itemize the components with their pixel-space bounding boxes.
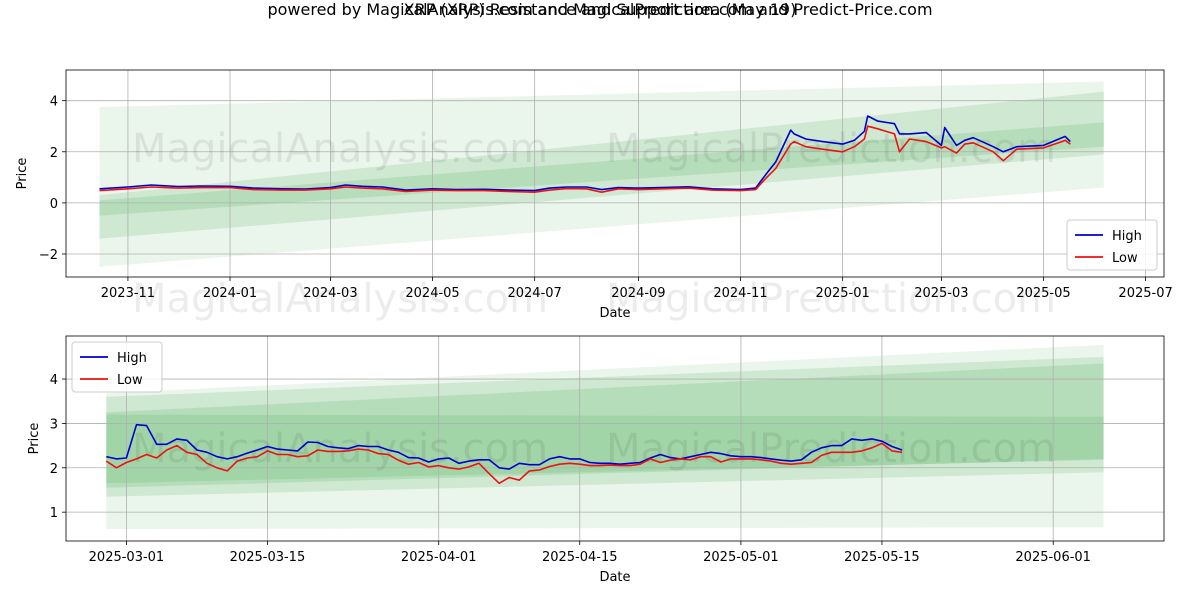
- watermark-text: MagicalAnalysis.com: [132, 426, 548, 472]
- plot-frame: [65, 335, 1165, 542]
- x-axis-label: Date: [599, 306, 630, 321]
- watermark-text: MagicalPrediction.com: [606, 126, 1056, 172]
- series-line-high: [99, 115, 1071, 192]
- y-tick-label: 2: [50, 462, 58, 477]
- y-tick-label: 1: [50, 506, 58, 521]
- x-tick-label: 2024-03: [303, 286, 357, 301]
- series-line-low: [99, 125, 1071, 193]
- chart-panel-1: 2023-11 2024-01 2024-03 2024-05 2024-07 2024-…: [15, 69, 1173, 322]
- y-tick-label: 2: [50, 146, 58, 161]
- plot-frame: [65, 69, 1165, 278]
- watermark-text: MagicalPrediction.com: [606, 276, 1056, 322]
- series-line-high: [106, 423, 903, 470]
- support-resistance-band: [106, 356, 1104, 497]
- y-tick-label: 3: [50, 417, 58, 432]
- x-tick-label: 2024-07: [507, 286, 561, 301]
- x-tick-label: 2024-11: [713, 286, 767, 301]
- x-tick-label: 2025-03: [914, 286, 968, 301]
- support-resistance-band: [106, 363, 1104, 488]
- x-tick-label: 2025-01: [815, 286, 869, 301]
- x-tick-label: 2025-05-15: [844, 550, 920, 565]
- legend: High Low: [1066, 219, 1158, 271]
- watermark-text: MagicalAnalysis.com: [132, 126, 548, 172]
- chart-subtitle: powered by MagicalAnalysis.com and Magic…: [267, 0, 933, 19]
- x-tick-label: 2025-04-01: [401, 550, 477, 565]
- y-tick-label: 4: [50, 373, 58, 388]
- watermark-text: MagicalPrediction.com: [606, 426, 1056, 472]
- y-axis-label: Price: [15, 158, 30, 190]
- legend-label-high: High: [117, 351, 147, 366]
- x-tick-label: 2025-05: [1016, 286, 1070, 301]
- x-tick-label: 2025-04-15: [542, 550, 618, 565]
- y-tick-label: −2: [39, 248, 58, 263]
- x-tick-label: 2024-09: [611, 286, 665, 301]
- chart-panel-2: 2025-03-01 2025-03-15 2025-04-01 2025-04-15…: [27, 335, 1165, 585]
- x-tick-label: 2024-01: [203, 286, 257, 301]
- x-tick-label: 2025-03-15: [230, 550, 306, 565]
- x-tick-label: 2025-07: [1118, 286, 1172, 301]
- support-resistance-band: [99, 122, 1104, 216]
- watermark-text: MagicalAnalysis.com: [132, 276, 548, 322]
- x-tick-label: 2025-03-01: [89, 550, 165, 565]
- x-tick-label: 2025-06-01: [1015, 550, 1091, 565]
- legend-label-low: Low: [1112, 251, 1138, 266]
- x-tick-label: 2024-05: [405, 286, 459, 301]
- support-resistance-band: [99, 81, 1104, 267]
- x-axis-label: Date: [599, 570, 630, 585]
- legend: High Low: [71, 341, 163, 393]
- support-resistance-band: [106, 344, 1104, 530]
- legend-label-low: Low: [117, 373, 143, 388]
- y-axis-label: Price: [27, 423, 42, 455]
- support-resistance-band: [99, 91, 1104, 239]
- y-tick-label: 0: [50, 197, 58, 212]
- chart-title: XRP (XRP) Resistance and Support area (M…: [403, 0, 797, 19]
- support-resistance-band: [106, 414, 1104, 484]
- x-tick-label: 2025-05-01: [703, 550, 779, 565]
- series-line-low: [105, 442, 903, 485]
- legend-label-high: High: [1112, 229, 1142, 244]
- y-tick-label: 4: [50, 95, 58, 110]
- x-tick-label: 2023-11: [101, 286, 155, 301]
